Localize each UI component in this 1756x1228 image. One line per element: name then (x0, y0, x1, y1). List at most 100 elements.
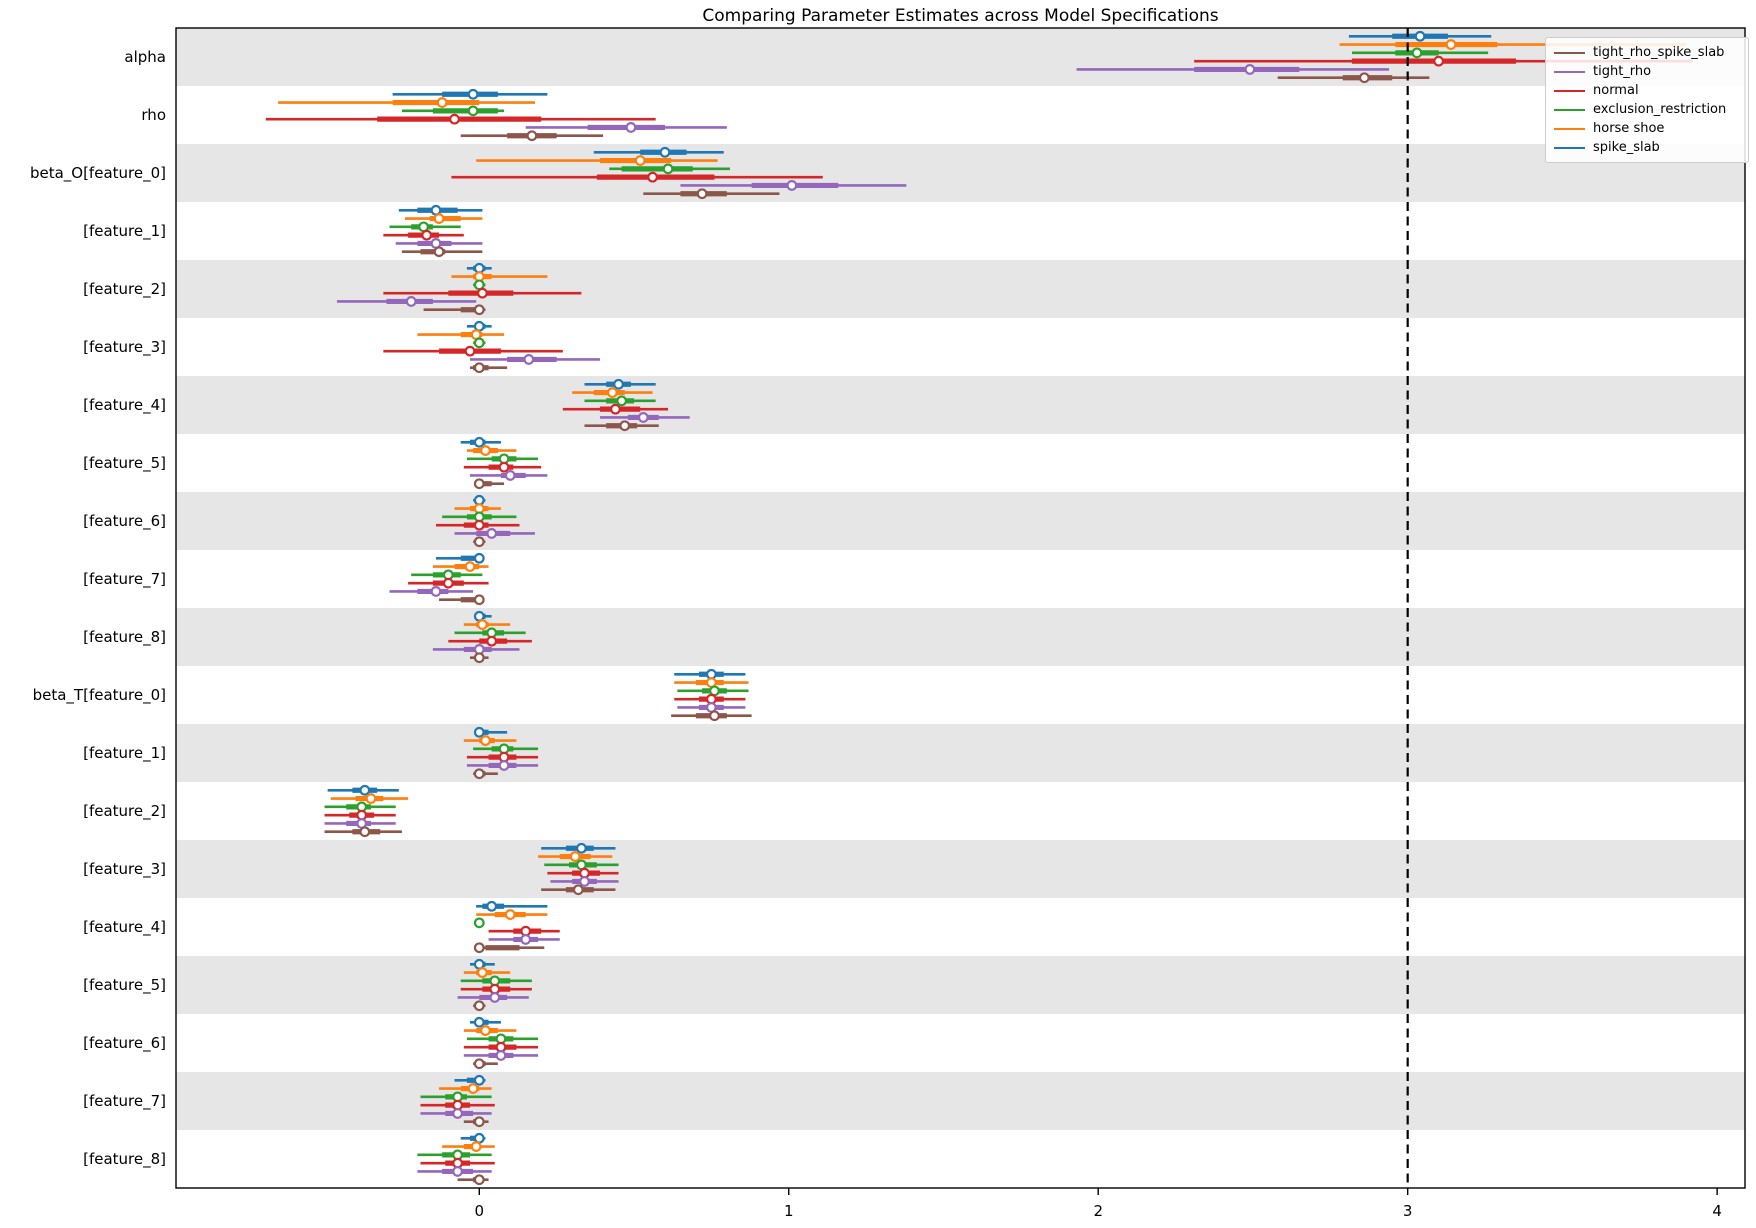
y-tick-label-row-14: [feature_3] (83, 860, 166, 879)
y-tick-label-row-8: [feature_6] (83, 512, 166, 531)
point-estimate-spike_slab (659, 146, 671, 158)
point-estimate-spike_slab (359, 784, 371, 796)
point-estimate-tight_rho (520, 934, 532, 945)
point-estimate-tight_rho (625, 122, 637, 133)
point-estimate-horse_shoe (480, 1025, 491, 1036)
point-estimate-tight_rho (786, 180, 798, 191)
point-estimate-spike_slab (467, 88, 479, 100)
point-estimate-tight_rho (504, 470, 516, 481)
point-estimate-tight_rho_spike_slab (433, 246, 445, 258)
y-tick-label-row-6: [feature_4] (83, 396, 166, 415)
point-estimate-normal (610, 403, 621, 415)
point-estimate-horse_shoe (606, 387, 618, 398)
point-estimate-tight_rho (498, 760, 510, 771)
y-tick-label-row-1: rho (141, 106, 166, 124)
point-estimate-spike_slab (473, 436, 485, 448)
point-estimate-tight_rho (452, 1166, 464, 1177)
point-estimate-horse_shoe (634, 155, 646, 166)
point-estimate-tight_rho (430, 586, 442, 597)
point-estimate-tight_rho_spike_slab (709, 710, 720, 722)
point-estimate-horse_shoe (480, 445, 491, 456)
band-row-19 (176, 1130, 1745, 1188)
point-estimate-spike_slab (1414, 30, 1426, 42)
point-estimate-tight_rho_spike_slab (473, 652, 485, 664)
point-estimate-tight_rho_spike_slab (619, 420, 631, 432)
legend-item-normal: normal (1554, 81, 1740, 100)
legend-label: exclusion_restriction (1593, 102, 1727, 117)
point-estimate-normal (473, 519, 485, 531)
point-estimate-spike_slab (473, 1016, 485, 1028)
legend-line-swatch (1554, 51, 1585, 54)
point-estimate-tight_rho_spike_slab (473, 768, 485, 780)
legend-item-exclusion_restriction: exclusion_restriction (1554, 100, 1740, 119)
legend-line-swatch (1554, 70, 1585, 73)
band-row-18 (176, 1072, 1745, 1130)
point-estimate-spike_slab (473, 552, 485, 564)
band-row-15 (176, 898, 1745, 956)
point-estimate-horse_shoe (480, 735, 491, 746)
point-estimate-normal (476, 287, 488, 299)
point-estimate-tight_rho_spike_slab (473, 942, 485, 954)
plot-border (175, 27, 1746, 1189)
point-estimate-horse_shoe (365, 793, 377, 804)
band-row-4 (176, 260, 1745, 318)
legend-line-swatch (1554, 146, 1585, 149)
point-estimate-normal (1433, 55, 1445, 67)
point-estimate-horse_shoe (436, 97, 448, 108)
band-row-1 (176, 86, 1745, 144)
y-tick-label-row-10: [feature_8] (83, 628, 166, 647)
point-estimate-horse_shoe (1445, 39, 1457, 50)
y-tick-label-row-19: [feature_8] (83, 1150, 166, 1169)
legend-line-swatch (1554, 127, 1585, 130)
point-estimate-normal (498, 461, 510, 473)
band-row-2 (176, 144, 1745, 202)
page-title: Comparing Parameter Estimates across Mod… (702, 6, 1219, 26)
y-tick-label-row-18: [feature_7] (83, 1092, 166, 1111)
point-estimate-exclusion_restriction (473, 337, 485, 349)
y-tick-label-row-17: [feature_6] (83, 1034, 166, 1053)
point-estimate-tight_rho (489, 992, 501, 1003)
y-tick-label-row-2: beta_O[feature_0] (30, 164, 166, 183)
point-estimate-horse_shoe (569, 851, 581, 862)
y-tick-label-row-7: [feature_5] (83, 454, 166, 473)
point-estimate-exclusion_restriction (1411, 47, 1423, 59)
x-tick-label-4: 4 (1712, 1202, 1722, 1220)
y-tick-label-row-16: [feature_5] (83, 976, 166, 995)
point-estimate-tight_rho (495, 1050, 507, 1061)
point-estimate-horse_shoe (467, 1083, 479, 1094)
x-tick-label-3: 3 (1403, 1202, 1413, 1220)
y-tick-label-row-13: [feature_2] (83, 802, 166, 821)
band-row-13 (176, 782, 1745, 840)
point-estimate-tight_rho_spike_slab (473, 1000, 485, 1012)
band-row-10 (176, 608, 1745, 666)
x-tick-label-1: 1 (784, 1202, 794, 1220)
point-estimate-normal (449, 113, 460, 125)
point-estimate-normal (421, 229, 433, 241)
band-row-7 (176, 434, 1745, 492)
point-estimate-exclusion_restriction (473, 917, 485, 929)
legend-line-swatch (1554, 108, 1585, 111)
point-estimate-tight_rho (486, 528, 498, 539)
point-estimate-spike_slab (486, 900, 498, 912)
point-estimate-tight_rho_spike_slab (473, 478, 485, 490)
point-estimate-tight_rho (1244, 64, 1256, 75)
point-estimate-horse_shoe (504, 909, 516, 920)
band-row-8 (176, 492, 1745, 550)
point-estimate-exclusion_restriction (662, 163, 674, 175)
point-estimate-spike_slab (576, 842, 587, 854)
y-tick-label-row-15: [feature_4] (83, 918, 166, 937)
y-tick-label-row-12: [feature_1] (83, 744, 166, 763)
point-estimate-tight_rho (405, 296, 417, 307)
point-estimate-tight_rho_spike_slab (473, 362, 485, 374)
point-estimate-exclusion_restriction (467, 105, 479, 117)
legend-item-horse_shoe: horse shoe (1554, 119, 1740, 138)
point-estimate-tight_rho_spike_slab (473, 1174, 485, 1186)
point-estimate-tight_rho_spike_slab (473, 304, 485, 316)
legend-label: normal (1593, 83, 1639, 98)
point-estimate-tight_rho_spike_slab (526, 130, 538, 142)
band-row-14 (176, 840, 1745, 898)
point-estimate-tight_rho (452, 1108, 464, 1119)
band-row-17 (176, 1014, 1745, 1072)
